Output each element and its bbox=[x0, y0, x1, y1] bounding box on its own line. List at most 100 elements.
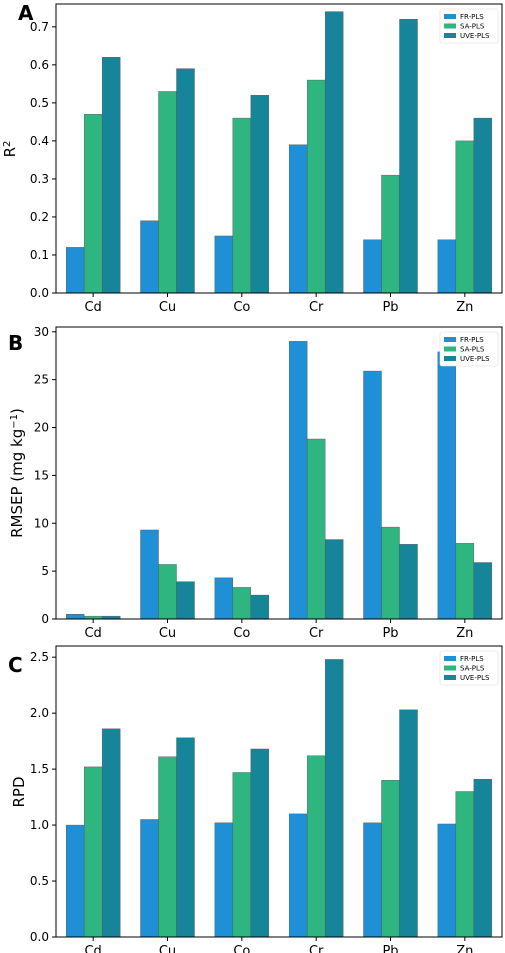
x-tick-label: Zn bbox=[456, 300, 473, 315]
legend-label: SA-PLS bbox=[460, 23, 485, 31]
bar-UVE-PLS-Zn bbox=[473, 562, 493, 620]
plot-frame bbox=[55, 645, 503, 938]
bar-SA-PLS-Cu bbox=[158, 756, 177, 938]
bar-SA-PLS-Pb bbox=[381, 174, 400, 294]
bar-UVE-PLS-Cr bbox=[324, 11, 344, 294]
y-axis-label: RPD bbox=[10, 776, 28, 807]
bar-SA-PLS-Co bbox=[232, 587, 252, 620]
bar-SA-PLS-Cu bbox=[158, 91, 177, 294]
y-tick-label: 5 bbox=[41, 564, 49, 578]
bar-FR-PLS-Cd bbox=[65, 614, 85, 620]
panel-label: B bbox=[8, 331, 23, 355]
bar-SA-PLS-Cr bbox=[306, 755, 326, 938]
bar-UVE-PLS-Zn bbox=[473, 778, 493, 938]
plot-frame bbox=[55, 326, 503, 620]
y-tick-label: 0.6 bbox=[30, 58, 49, 72]
bar-UVE-PLS-Cd bbox=[101, 728, 121, 938]
bar-UVE-PLS-Co bbox=[250, 594, 270, 620]
x-tick-label: Pb bbox=[382, 300, 398, 315]
panel-label: C bbox=[8, 653, 23, 677]
y-tick-label: 0.0 bbox=[30, 286, 49, 300]
x-tick-label: Cr bbox=[309, 944, 324, 953]
legend-swatch bbox=[444, 665, 456, 671]
bar-UVE-PLS-Cu bbox=[176, 737, 195, 938]
bar-SA-PLS-Cd bbox=[83, 766, 103, 938]
bar-UVE-PLS-Pb bbox=[399, 544, 418, 620]
bar-FR-PLS-Zn bbox=[437, 823, 457, 938]
x-tick-label: Pb bbox=[382, 944, 398, 953]
chart-panel-B: B Cd Cu Co Cr Pb Zn 0 5 10 15 20 25 30 RMSEP (mg kg−1)… bbox=[8, 325, 503, 641]
bar-UVE-PLS-Cd bbox=[101, 57, 121, 294]
bar-SA-PLS-Pb bbox=[381, 526, 400, 620]
x-tick-label: Cd bbox=[84, 944, 101, 953]
y-tick-label: 0.3 bbox=[30, 172, 49, 186]
y-tick-label: 1.0 bbox=[30, 818, 49, 832]
bar-UVE-PLS-Pb bbox=[399, 19, 418, 294]
bar-SA-PLS-Co bbox=[232, 117, 252, 294]
legend-label: FR-PLS bbox=[460, 13, 484, 21]
y-tick-label: 20 bbox=[34, 421, 49, 435]
bar-UVE-PLS-Co bbox=[250, 748, 270, 938]
bar-SA-PLS-Co bbox=[232, 772, 252, 938]
x-tick-label: Co bbox=[233, 944, 250, 953]
x-tick-label: Zn bbox=[456, 626, 473, 641]
x-tick-label: Cd bbox=[84, 626, 101, 641]
legend-swatch bbox=[444, 675, 456, 680]
x-tick-label: Co bbox=[233, 300, 250, 315]
bar-FR-PLS-Co bbox=[214, 577, 234, 620]
legend-label: SA-PLS bbox=[460, 346, 485, 354]
y-tick-label: 0 bbox=[41, 612, 49, 626]
chart-panel-C: C Cd Cu Co Cr Pb Zn 0.0 0.5 1.0 1.5 2.0 2.5 RPD FR-PLS… bbox=[8, 645, 503, 953]
bar-FR-PLS-Cu bbox=[140, 819, 159, 938]
bar-FR-PLS-Pb bbox=[363, 239, 382, 294]
bar-SA-PLS-Zn bbox=[455, 543, 475, 620]
bar-UVE-PLS-Cu bbox=[176, 68, 195, 294]
legend-swatch bbox=[444, 23, 456, 29]
bar-FR-PLS-Cu bbox=[140, 529, 159, 620]
x-tick-label: Co bbox=[233, 626, 250, 641]
y-tick-label: 0.5 bbox=[30, 874, 49, 888]
bar-SA-PLS-Cr bbox=[306, 438, 326, 620]
x-tick-label: Zn bbox=[456, 944, 473, 953]
y-tick-label: 10 bbox=[34, 516, 49, 530]
y-tick-label: 0.0 bbox=[30, 930, 49, 944]
bar-SA-PLS-Zn bbox=[455, 140, 475, 294]
legend-swatch bbox=[444, 356, 456, 361]
bar-SA-PLS-Zn bbox=[455, 791, 475, 938]
x-tick-label: Cu bbox=[159, 626, 176, 641]
legend-label: UVE-PLS bbox=[460, 32, 490, 40]
bar-FR-PLS-Pb bbox=[363, 370, 382, 620]
bar-FR-PLS-Pb bbox=[363, 822, 382, 938]
x-tick-label: Pb bbox=[382, 626, 398, 641]
y-tick-label: 0.4 bbox=[30, 134, 49, 148]
bar-SA-PLS-Pb bbox=[381, 780, 400, 938]
bar-FR-PLS-Zn bbox=[437, 351, 457, 620]
legend-swatch bbox=[444, 33, 456, 38]
x-tick-label: Cr bbox=[309, 626, 324, 641]
bar-FR-PLS-Zn bbox=[437, 239, 457, 294]
bar-UVE-PLS-Co bbox=[250, 95, 270, 294]
y-tick-label: 2.5 bbox=[30, 650, 49, 664]
bar-UVE-PLS-Cr bbox=[324, 539, 344, 620]
bar-FR-PLS-Co bbox=[214, 822, 234, 938]
bar-FR-PLS-Cr bbox=[288, 341, 308, 620]
bar-SA-PLS-Cu bbox=[158, 564, 177, 620]
y-tick-label: 1.5 bbox=[30, 762, 49, 776]
legend-swatch bbox=[444, 337, 456, 342]
panel-label: A bbox=[18, 1, 34, 25]
x-tick-label: Cd bbox=[84, 300, 101, 315]
y-tick-label: 30 bbox=[34, 325, 49, 339]
plot-frame bbox=[55, 3, 503, 294]
bar-SA-PLS-Cd bbox=[83, 114, 103, 294]
bar-FR-PLS-Cu bbox=[140, 220, 159, 294]
bar-FR-PLS-Cd bbox=[65, 247, 85, 294]
x-tick-label: Cr bbox=[309, 300, 324, 315]
chart-panel-A: A Cd Cu Co Cr Pb Zn 0.0 0.1 0.2 0.3 0.4 0.5 0.6 0.7 R2 F… bbox=[1, 1, 503, 315]
legend-label: FR-PLS bbox=[460, 655, 484, 663]
bar-UVE-PLS-Zn bbox=[473, 117, 493, 294]
bar-FR-PLS-Co bbox=[214, 235, 234, 294]
bar-FR-PLS-Cr bbox=[288, 144, 308, 294]
y-tick-label: 2.0 bbox=[30, 706, 49, 720]
